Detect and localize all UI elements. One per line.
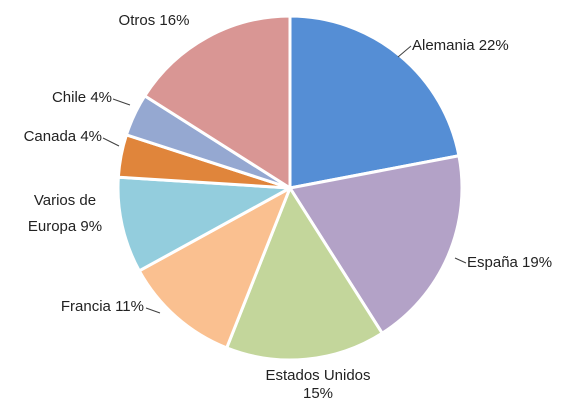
data-label: Chile 4% <box>0 88 112 108</box>
data-label: Alemania 22% <box>412 36 552 56</box>
pie-slice <box>225 186 384 362</box>
label-value: 11% <box>115 298 144 315</box>
pie-slice <box>137 186 292 350</box>
label-category: Francia <box>60 298 111 315</box>
label-category: Canada <box>23 128 77 145</box>
data-label: Estados Unidos 15% <box>250 367 386 403</box>
data-label: Varios de Europa 9% <box>15 188 115 240</box>
leader-line <box>102 137 120 147</box>
data-label: Otros 16% <box>108 11 200 31</box>
label-category: Estados Unidos <box>265 367 371 384</box>
label-value: 4% <box>90 89 112 106</box>
pie-slice <box>116 175 292 273</box>
data-label: España 19% <box>467 253 559 273</box>
label-category: Alemania <box>412 37 475 54</box>
pie-slice <box>288 154 464 335</box>
leader-line <box>397 45 412 58</box>
data-label: Francia 11% <box>20 297 144 317</box>
data-label: Canada 4% <box>0 127 102 147</box>
label-category: Chile <box>51 89 87 106</box>
leader-line <box>145 307 161 314</box>
label-value: 15% <box>302 385 334 402</box>
leader-line <box>454 257 467 264</box>
label-value: 16% <box>159 12 190 29</box>
label-category: Otros <box>118 12 156 29</box>
leader-line <box>112 98 131 106</box>
label-value: 19% <box>522 254 553 271</box>
pie-slice <box>143 14 292 190</box>
label-category: Varios de Europa <box>27 192 97 235</box>
label-value: 9% <box>80 218 103 235</box>
label-value: 4% <box>80 128 102 145</box>
label-category: España <box>467 254 518 271</box>
label-value: 22% <box>478 37 509 54</box>
